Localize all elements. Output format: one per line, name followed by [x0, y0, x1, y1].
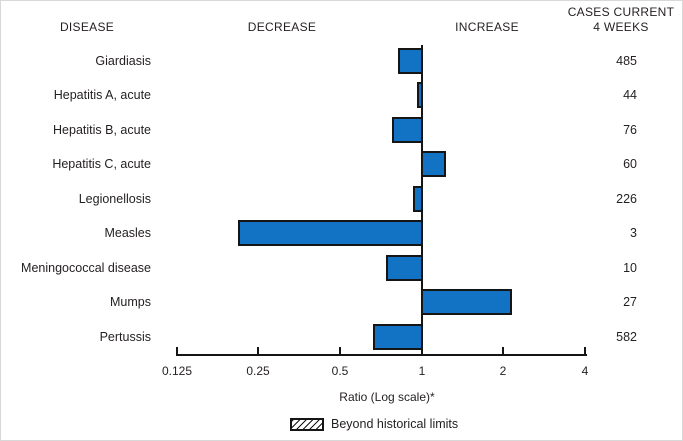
x-axis-tickmark	[257, 347, 259, 355]
beyond-historical-limits-swatch-icon	[290, 418, 324, 431]
disease-label: Meningococcal disease	[21, 261, 151, 275]
disease-label: Hepatitis C, acute	[52, 157, 151, 171]
cases-count: 582	[616, 330, 637, 344]
x-axis-tickmark	[584, 347, 586, 355]
cases-header-line2: 4 WEEKS	[593, 20, 649, 34]
x-axis-tickmark	[176, 347, 178, 355]
x-axis-tick-label: 0.125	[161, 364, 193, 378]
disease-label: Mumps	[110, 295, 151, 309]
ratio-bar	[238, 220, 423, 246]
disease-label: Pertussis	[99, 330, 151, 344]
x-axis-label: Ratio (Log scale)*	[339, 390, 435, 404]
cases-count: 60	[623, 157, 637, 171]
x-axis-tick-label: 0.5	[331, 364, 349, 378]
x-axis-tick-label: 1	[418, 364, 426, 378]
disease-label: Legionellosis	[78, 192, 151, 206]
cases-count: 44	[623, 88, 637, 102]
x-axis-tick-label: 2	[499, 364, 507, 378]
ratio-bar	[421, 289, 512, 315]
decrease-header: DECREASE	[247, 20, 317, 34]
cases-count: 485	[616, 54, 637, 68]
cases-count: 27	[623, 295, 637, 309]
ratio-bar	[417, 82, 423, 108]
legend-label: Beyond historical limits	[331, 417, 459, 431]
x-axis-tickmark	[502, 347, 504, 355]
ratio-bar	[373, 324, 423, 350]
disease-label: Hepatitis B, acute	[53, 123, 151, 137]
x-axis-tick-label: 0.25	[246, 364, 270, 378]
cases-count: 3	[630, 226, 637, 240]
disease-label: Hepatitis A, acute	[53, 88, 151, 102]
x-axis-tick-label: 4	[581, 364, 589, 378]
disease-label: Measles	[104, 226, 151, 240]
x-axis-tickmark	[421, 347, 423, 355]
disease-label: Giardiasis	[95, 54, 151, 68]
ratio-bar	[421, 151, 446, 177]
cases-header-line1: CASES CURRENT	[567, 5, 675, 19]
cases-count: 76	[623, 123, 637, 137]
cases-count: 226	[616, 192, 637, 206]
x-axis-line	[176, 354, 587, 356]
increase-header: INCREASE	[455, 20, 519, 34]
disease-column-header: DISEASE	[59, 20, 115, 34]
ratio-bar	[398, 48, 423, 74]
cases-count: 10	[623, 261, 637, 275]
ratio-bar	[386, 255, 423, 281]
x-axis-tickmark	[339, 347, 341, 355]
ratio-bar	[413, 186, 423, 212]
ratio-bar	[392, 117, 423, 143]
